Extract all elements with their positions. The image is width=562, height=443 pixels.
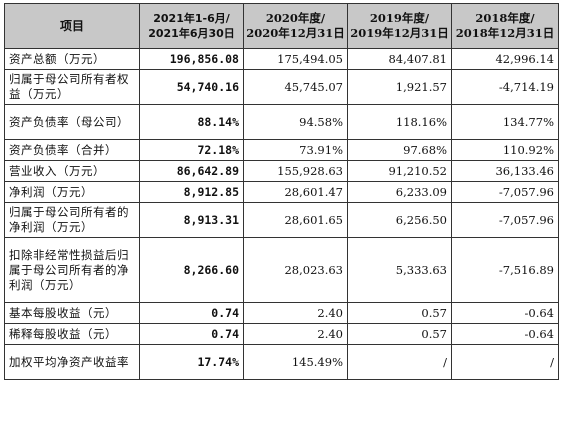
- cell-2018: -7,516.89: [451, 237, 559, 303]
- header-2018: 2018年度/2018年12月31日: [451, 3, 559, 49]
- cell-2019: 1,921.57: [347, 69, 452, 105]
- cell-2021h1: 0.74: [139, 323, 244, 345]
- table-row: 扣除非经常性损益后归属于母公司所有者的净利润（万元） 8,266.60 28,0…: [4, 237, 559, 303]
- cell-2021h1: 88.14%: [139, 104, 244, 140]
- header-2020: 2020年度/2020年12月31日: [243, 3, 348, 49]
- cell-2018: 110.92%: [451, 139, 559, 161]
- header-2019: 2019年度/2019年12月31日: [347, 3, 452, 49]
- cell-2019: 6,256.50: [347, 202, 452, 238]
- cell-2021h1: 8,913.31: [139, 202, 244, 238]
- table-row: 归属于母公司所有者的净利润（万元） 8,913.31 28,601.65 6,2…: [4, 202, 559, 238]
- table-row: 资产负债率（母公司） 88.14% 94.58% 118.16% 134.77%: [4, 104, 559, 140]
- cell-2020: 28,023.63: [243, 237, 348, 303]
- cell-2021h1: 8,266.60: [139, 237, 244, 303]
- table-row: 营业收入（万元） 86,642.89 155,928.63 91,210.52 …: [4, 160, 559, 182]
- cell-2019: 118.16%: [347, 104, 452, 140]
- cell-2019: 0.57: [347, 302, 452, 324]
- cell-2019: /: [347, 344, 452, 380]
- row-label: 基本每股收益（元）: [4, 302, 140, 324]
- cell-2020: 28,601.47: [243, 181, 348, 203]
- table-row: 归属于母公司所有者权益（万元） 54,740.16 45,745.07 1,92…: [4, 69, 559, 105]
- cell-2018: -0.64: [451, 323, 559, 345]
- header-2021h1: 2021年1-6月/2021年6月30日: [139, 3, 244, 49]
- cell-2021h1: 8,912.85: [139, 181, 244, 203]
- financial-table: 项目 2021年1-6月/2021年6月30日 2020年度/2020年12月3…: [4, 3, 559, 380]
- cell-2020: 28,601.65: [243, 202, 348, 238]
- header-item: 项目: [4, 3, 140, 49]
- row-label: 加权平均净资产收益率: [4, 344, 140, 380]
- table-row: 加权平均净资产收益率 17.74% 145.49% / /: [4, 344, 559, 380]
- cell-2020: 145.49%: [243, 344, 348, 380]
- cell-2019: 5,333.63: [347, 237, 452, 303]
- cell-2020: 94.58%: [243, 104, 348, 140]
- row-label: 营业收入（万元）: [4, 160, 140, 182]
- cell-2019: 0.57: [347, 323, 452, 345]
- table-row: 基本每股收益（元） 0.74 2.40 0.57 -0.64: [4, 302, 559, 324]
- cell-2021h1: 72.18%: [139, 139, 244, 161]
- row-label: 归属于母公司所有者的净利润（万元）: [4, 202, 140, 238]
- row-label: 资产负债率（母公司）: [4, 104, 140, 140]
- table-row: 资产总额（万元） 196,856.08 175,494.05 84,407.81…: [4, 48, 559, 70]
- cell-2021h1: 17.74%: [139, 344, 244, 380]
- cell-2021h1: 54,740.16: [139, 69, 244, 105]
- cell-2020: 2.40: [243, 302, 348, 324]
- cell-2019: 84,407.81: [347, 48, 452, 70]
- row-label: 扣除非经常性损益后归属于母公司所有者的净利润（万元）: [4, 237, 140, 303]
- cell-2018: -0.64: [451, 302, 559, 324]
- row-label: 资产负债率（合并）: [4, 139, 140, 161]
- header-row: 项目 2021年1-6月/2021年6月30日 2020年度/2020年12月3…: [4, 3, 559, 49]
- cell-2018: -4,714.19: [451, 69, 559, 105]
- cell-2019: 97.68%: [347, 139, 452, 161]
- cell-2019: 91,210.52: [347, 160, 452, 182]
- row-label: 资产总额（万元）: [4, 48, 140, 70]
- table-row: 净利润（万元） 8,912.85 28,601.47 6,233.09 -7,0…: [4, 181, 559, 203]
- table-row: 资产负债率（合并） 72.18% 73.91% 97.68% 110.92%: [4, 139, 559, 161]
- cell-2018: -7,057.96: [451, 181, 559, 203]
- row-label: 稀释每股收益（元）: [4, 323, 140, 345]
- cell-2018: -7,057.96: [451, 202, 559, 238]
- cell-2021h1: 0.74: [139, 302, 244, 324]
- cell-2021h1: 86,642.89: [139, 160, 244, 182]
- row-label: 归属于母公司所有者权益（万元）: [4, 69, 140, 105]
- cell-2018: 42,996.14: [451, 48, 559, 70]
- cell-2020: 2.40: [243, 323, 348, 345]
- cell-2020: 175,494.05: [243, 48, 348, 70]
- cell-2020: 45,745.07: [243, 69, 348, 105]
- cell-2018: 134.77%: [451, 104, 559, 140]
- cell-2019: 6,233.09: [347, 181, 452, 203]
- row-label: 净利润（万元）: [4, 181, 140, 203]
- cell-2020: 73.91%: [243, 139, 348, 161]
- cell-2020: 155,928.63: [243, 160, 348, 182]
- cell-2021h1: 196,856.08: [139, 48, 244, 70]
- cell-2018: 36,133.46: [451, 160, 559, 182]
- cell-2018: /: [451, 344, 559, 380]
- table-row: 稀释每股收益（元） 0.74 2.40 0.57 -0.64: [4, 323, 559, 345]
